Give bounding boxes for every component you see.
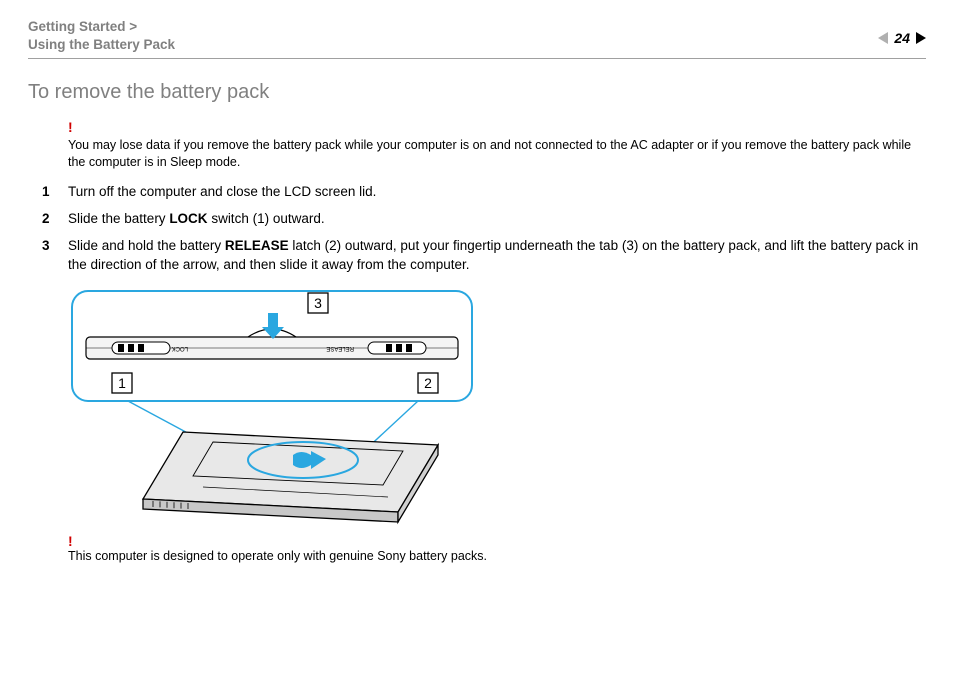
battery-diagram-svg: LOCK RELEASE 3 1 2 <box>68 287 498 527</box>
prev-page-icon[interactable] <box>878 32 888 44</box>
warning-2-text: This computer is designed to operate onl… <box>68 549 487 563</box>
step-1: Turn off the computer and close the LCD … <box>28 183 926 202</box>
callout-2-text: 2 <box>424 375 432 391</box>
step-1-text: Turn off the computer and close the LCD … <box>68 184 376 199</box>
step-3-bold: RELEASE <box>225 238 289 253</box>
breadcrumb: Getting Started > Using the Battery Pack <box>28 18 175 54</box>
warning-data-loss: ! You may lose data if you remove the ba… <box>68 118 926 171</box>
step-2-text-b: switch (1) outward. <box>208 211 325 226</box>
warning-genuine-battery: ! This computer is designed to operate o… <box>68 533 926 563</box>
callout-1-text: 1 <box>118 375 126 391</box>
warning-text: You may lose data if you remove the batt… <box>68 138 911 169</box>
release-label: RELEASE <box>326 345 354 351</box>
breadcrumb-line-2: Using the Battery Pack <box>28 37 175 52</box>
step-list: Turn off the computer and close the LCD … <box>28 183 926 275</box>
step-3: Slide and hold the battery RELEASE latch… <box>28 237 926 275</box>
section-title: To remove the battery pack <box>28 81 926 104</box>
warning-icon-2: ! <box>68 533 926 549</box>
step-3-text-a: Slide and hold the battery <box>68 238 225 253</box>
warning-icon: ! <box>68 118 926 137</box>
breadcrumb-line-1: Getting Started > <box>28 19 137 34</box>
page-header: Getting Started > Using the Battery Pack… <box>28 18 926 59</box>
callout-3-text: 3 <box>314 295 322 311</box>
laptop-bottom <box>143 432 438 522</box>
manual-page: Getting Started > Using the Battery Pack… <box>0 0 954 674</box>
page-number: 24 <box>894 30 910 46</box>
battery-figure: LOCK RELEASE 3 1 2 <box>68 287 498 527</box>
lock-label: LOCK <box>172 345 188 351</box>
step-2-text-a: Slide the battery <box>68 211 169 226</box>
callout-3-arrow-icon <box>262 313 284 339</box>
step-2-bold: LOCK <box>169 211 207 226</box>
pager: 24 <box>878 18 926 46</box>
step-2: Slide the battery LOCK switch (1) outwar… <box>28 210 926 229</box>
next-page-icon[interactable] <box>916 32 926 44</box>
